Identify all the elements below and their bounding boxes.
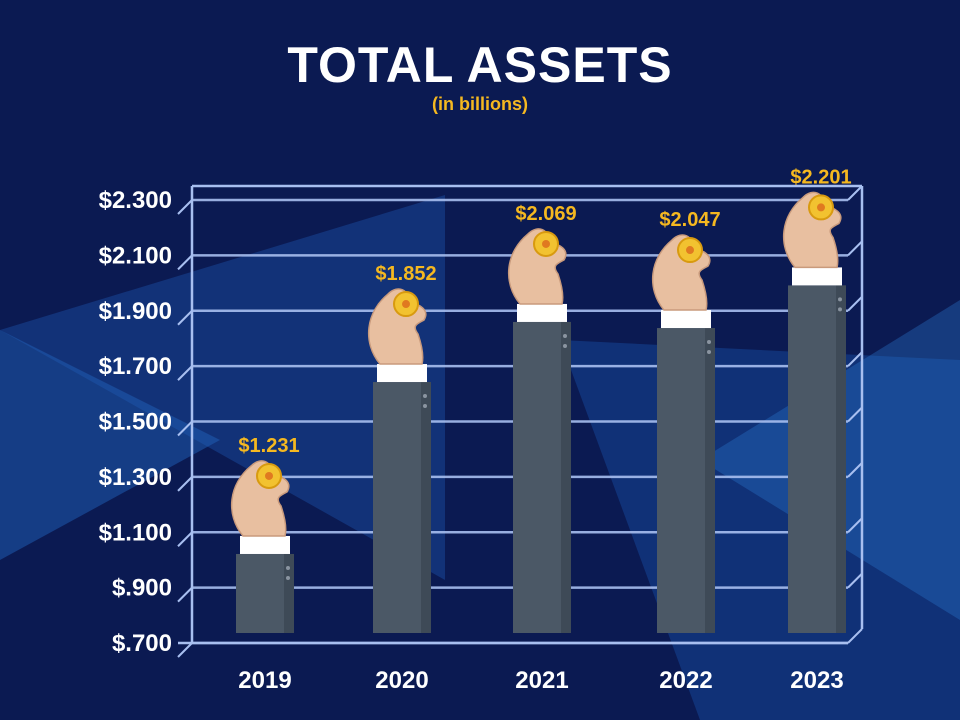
y-axis: $.700 $.900 $1.100 $1.300 $1.500 $1.700 $1.900…	[99, 187, 172, 657]
gridline-depth	[847, 406, 863, 423]
bar-2023: $2.201	[782, 166, 852, 633]
cuff	[517, 303, 567, 322]
button-dot	[423, 404, 427, 409]
gridline-tick	[177, 199, 193, 215]
bg-triangle	[0, 195, 445, 580]
data-label: $2.201	[790, 166, 851, 188]
bar-2020: $1.852	[367, 263, 437, 633]
gridline-tick	[177, 254, 193, 271]
gridline-depth	[847, 462, 863, 478]
y-tick-label: $1.700	[99, 353, 172, 380]
gridline-tick	[177, 365, 193, 381]
bar-2022: $2.047	[651, 209, 721, 633]
bar-shade	[705, 328, 715, 633]
data-label: $2.047	[659, 209, 720, 231]
gridline-depth	[847, 240, 863, 257]
bar-2021: $2.069	[507, 203, 577, 633]
coin-mark	[402, 300, 410, 309]
button-dot	[423, 394, 427, 399]
x-tick-label: 2023	[790, 667, 843, 694]
chart-subtitle: (in billions)	[432, 94, 528, 114]
gridline-tick	[177, 642, 193, 658]
gridline-tick	[177, 531, 193, 547]
x-tick-label: 2020	[375, 667, 428, 694]
gridline-depth	[847, 351, 863, 367]
y-tick-label: $1.500	[99, 409, 172, 436]
bar-group: $1.231 $1.852 $2.069 $2.047 $2.201	[230, 166, 852, 633]
gridline-tick	[177, 476, 193, 492]
coin-mark	[542, 239, 550, 248]
y-tick-label: $2.100	[99, 242, 172, 269]
data-label: $1.231	[238, 435, 299, 457]
button-dot	[707, 350, 711, 355]
bar-shade	[284, 553, 294, 633]
bar-shade	[836, 285, 846, 633]
y-tick-label: $.700	[112, 630, 172, 657]
y-tick-label: $.900	[112, 575, 172, 602]
gridline-depth	[847, 572, 863, 589]
data-label: $2.069	[515, 203, 576, 225]
cuff	[792, 267, 842, 286]
gridline-depth	[847, 628, 863, 644]
x-axis: 2019 2020 2021 2022 2023	[238, 667, 843, 694]
bar-2019: $1.231	[230, 435, 300, 633]
button-dot	[563, 343, 567, 348]
coin-mark	[265, 471, 273, 480]
gridline-depth	[847, 296, 863, 312]
bar-shade	[561, 321, 571, 633]
gridline-tick	[177, 586, 193, 603]
cuff	[240, 535, 290, 554]
button-dot	[707, 340, 711, 345]
gridline-depth	[847, 185, 863, 201]
button-dot	[563, 333, 567, 338]
button-dot	[286, 565, 290, 570]
button-dot	[286, 575, 290, 580]
gridline-tick	[177, 310, 193, 326]
x-tick-label: 2021	[515, 667, 568, 694]
y-tick-label: $1.300	[99, 464, 172, 491]
y-tick-label: $1.100	[99, 519, 172, 546]
gridline-depth	[847, 517, 863, 533]
data-label: $1.852	[375, 263, 436, 285]
bar-shade	[421, 382, 431, 633]
bg-triangle	[0, 330, 220, 560]
button-dot	[838, 297, 842, 302]
y-tick-label: $2.300	[99, 187, 172, 214]
chart-title: TOTAL ASSETS	[287, 37, 673, 93]
button-dot	[838, 307, 842, 312]
cuff	[661, 310, 711, 329]
y-tick-label: $1.900	[99, 298, 172, 325]
cuff	[377, 364, 427, 383]
coin-mark	[817, 203, 825, 212]
gridline-tick	[177, 420, 193, 437]
x-tick-label: 2019	[238, 667, 291, 694]
x-tick-label: 2022	[659, 667, 712, 694]
coin-mark	[686, 246, 694, 255]
